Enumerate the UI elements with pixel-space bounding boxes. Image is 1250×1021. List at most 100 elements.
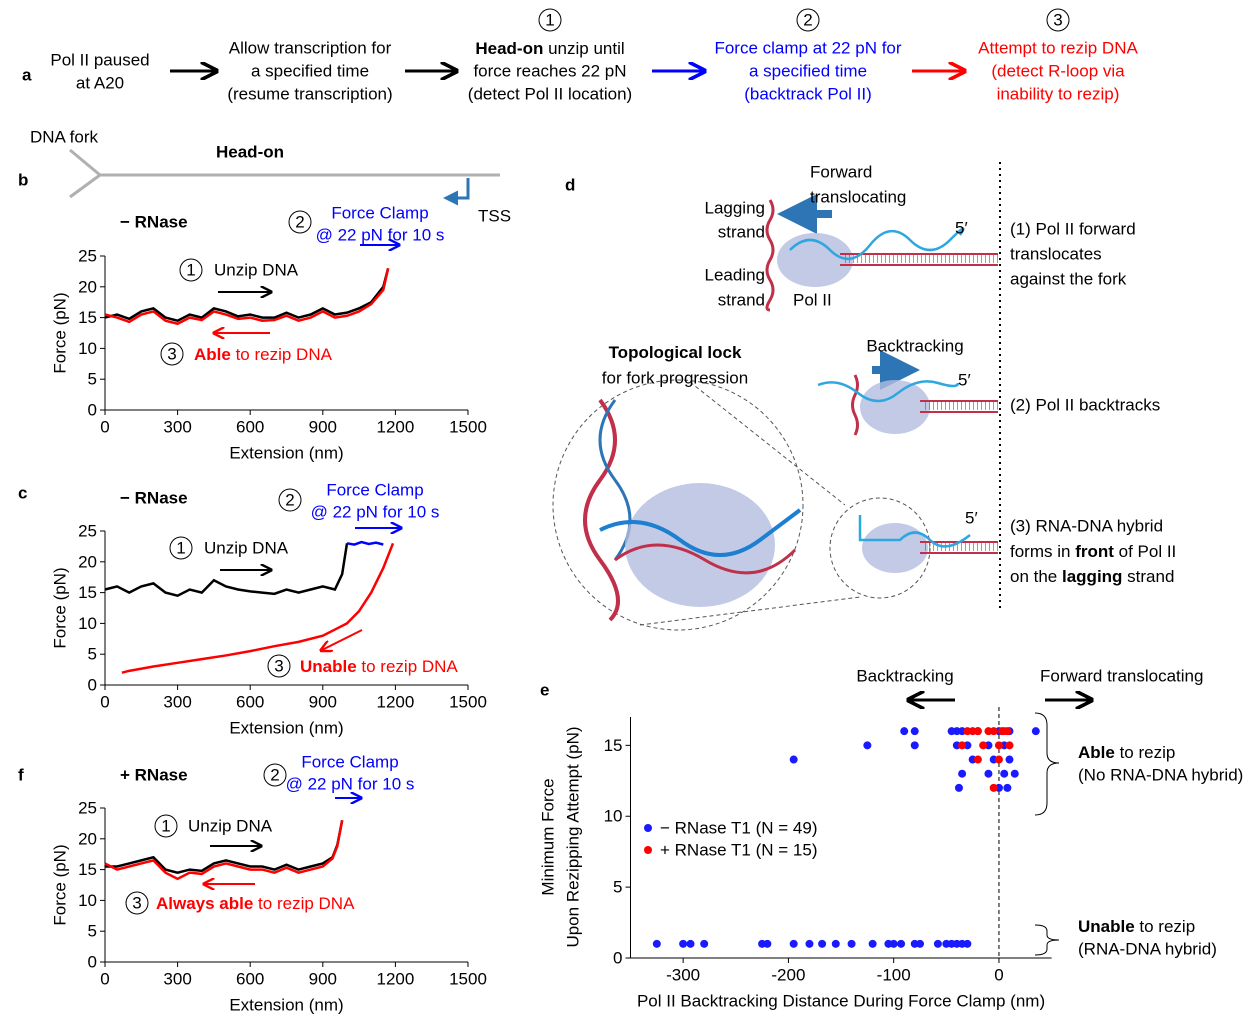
text-segment: to rezip bbox=[1115, 743, 1175, 762]
text-segment: Able bbox=[194, 345, 231, 364]
y-tick-label: 10 bbox=[78, 891, 97, 910]
step-circle bbox=[179, 258, 203, 282]
five-prime: 5′ bbox=[958, 371, 971, 390]
force-trace bbox=[104, 820, 344, 881]
step-number: 3 bbox=[1053, 11, 1062, 30]
data-point bbox=[916, 939, 925, 948]
x-tick-label: 1200 bbox=[376, 418, 414, 437]
data-point bbox=[958, 741, 967, 750]
data-point bbox=[897, 939, 906, 948]
y-tick-label: 0 bbox=[88, 401, 97, 420]
x-tick-label: 900 bbox=[309, 418, 337, 437]
step-circle bbox=[278, 488, 302, 512]
label: strand bbox=[718, 291, 765, 310]
text-segment: to rezip DNA bbox=[253, 894, 355, 913]
data-point bbox=[998, 727, 1007, 736]
flow-step: (detect Pol II location) bbox=[468, 85, 632, 104]
label: (2) Pol II backtracks bbox=[1010, 396, 1160, 415]
annotation: Unzip DNA bbox=[204, 539, 289, 558]
y-tick-label: 20 bbox=[78, 277, 97, 296]
data-point bbox=[994, 755, 1003, 764]
tss-label: TSS bbox=[478, 207, 511, 226]
flow-step: at A20 bbox=[76, 74, 124, 93]
text-segment: on the bbox=[1010, 567, 1062, 586]
label: Lagging bbox=[704, 199, 765, 218]
x-tick-label: 900 bbox=[309, 693, 337, 712]
annotation: @ 22 pN for 10 s bbox=[311, 503, 440, 522]
data-point bbox=[900, 727, 909, 736]
x-tick-label: 0 bbox=[994, 966, 1003, 985]
data-point bbox=[889, 939, 898, 948]
step-circle bbox=[263, 763, 287, 787]
step-number: 1 bbox=[545, 11, 554, 30]
step-circle bbox=[1046, 8, 1070, 32]
force-trace bbox=[346, 540, 384, 546]
chart-title: + RNase bbox=[120, 766, 188, 785]
label: for fork progression bbox=[602, 369, 748, 388]
annotation: Unzip DNA bbox=[214, 261, 299, 280]
annotation: Able to rezip DNA bbox=[194, 345, 333, 364]
data-point bbox=[910, 727, 919, 736]
annotation: @ 22 pN for 10 s bbox=[286, 775, 415, 794]
label: Topological lock bbox=[609, 343, 742, 362]
step-number: 3 bbox=[132, 894, 141, 913]
bracket-label: Able to rezip bbox=[1078, 743, 1175, 762]
y-tick-label: 25 bbox=[78, 247, 97, 266]
text-segment: Head-on bbox=[475, 39, 543, 58]
y-tick-label: 5 bbox=[88, 922, 97, 941]
x-tick-label: 0 bbox=[100, 693, 109, 712]
step-number: 2 bbox=[803, 11, 812, 30]
text-segment: Unable bbox=[300, 657, 357, 676]
orientation-label: Head-on bbox=[216, 143, 284, 162]
panel-label: a bbox=[22, 66, 32, 85]
five-prime: 5′ bbox=[965, 509, 978, 528]
panel-label: f bbox=[18, 766, 24, 785]
step-circle bbox=[169, 536, 193, 560]
y-tick-label: 20 bbox=[78, 829, 97, 848]
y-tick-label: 5 bbox=[88, 370, 97, 389]
x-tick-label: 900 bbox=[309, 970, 337, 989]
data-point bbox=[958, 769, 967, 778]
chart-title: − RNase bbox=[120, 213, 188, 232]
text-segment: forms in bbox=[1010, 542, 1075, 561]
data-point bbox=[910, 741, 919, 750]
annotation: Always able to rezip DNA bbox=[156, 894, 355, 913]
x-tick-label: 600 bbox=[236, 970, 264, 989]
annotation: @ 22 pN for 10 s bbox=[316, 226, 445, 245]
y-tick-label: 15 bbox=[78, 308, 97, 327]
data-point bbox=[1010, 769, 1019, 778]
step-number: 2 bbox=[270, 766, 279, 785]
label: on the lagging strand bbox=[1010, 567, 1174, 586]
x-axis-label: Extension (nm) bbox=[229, 444, 343, 463]
x-tick-label: 0 bbox=[100, 418, 109, 437]
y-tick-label: 10 bbox=[78, 614, 97, 633]
flow-step: Force clamp at 22 pN for bbox=[714, 39, 901, 58]
force-trace bbox=[121, 542, 395, 674]
x-tick-label: 300 bbox=[163, 418, 191, 437]
direction-label: Backtracking bbox=[856, 667, 953, 686]
text-segment: front bbox=[1075, 542, 1114, 561]
y-tick-label: 25 bbox=[78, 522, 97, 541]
y-axis-label: Upon Rezipping Attempt (pN) bbox=[564, 726, 583, 947]
data-point bbox=[1005, 755, 1014, 764]
label: forms in front of Pol II bbox=[1010, 542, 1176, 561]
y-tick-label: 0 bbox=[613, 949, 622, 968]
data-point bbox=[763, 939, 772, 948]
force-trace bbox=[105, 820, 344, 874]
data-point bbox=[868, 939, 877, 948]
chart-title: − RNase bbox=[120, 489, 188, 508]
data-point bbox=[979, 741, 988, 750]
y-axis-label: Minimum Force bbox=[539, 778, 558, 895]
data-point bbox=[973, 727, 982, 736]
annotation: Unable to rezip DNA bbox=[300, 657, 458, 676]
flow-step: Allow transcription for bbox=[229, 39, 392, 58]
step-circle bbox=[538, 8, 562, 32]
y-tick-label: 20 bbox=[78, 552, 97, 571]
five-prime: 5′ bbox=[955, 219, 968, 238]
data-point bbox=[933, 939, 942, 948]
bracket bbox=[1034, 924, 1060, 956]
data-point bbox=[831, 939, 840, 948]
x-tick-label: -200 bbox=[771, 966, 805, 985]
x-tick-label: 1500 bbox=[449, 970, 487, 989]
y-tick-label: 0 bbox=[88, 953, 97, 972]
